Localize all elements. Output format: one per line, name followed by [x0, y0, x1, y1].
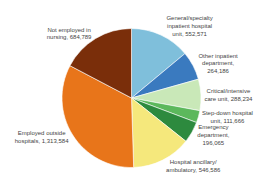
svg-text:Critical/intensivecare unit, 2: Critical/intensivecare unit, 288,234: [204, 88, 253, 102]
svg-text:Employed outsidehospitals, 1,3: Employed outsidehospitals, 1,313,584: [15, 130, 69, 144]
svg-text:Emergencydepartment,196,065: Emergencydepartment,196,065: [197, 124, 229, 146]
svg-text:Other inpatientdepartment,264,: Other inpatientdepartment,264,186: [198, 53, 238, 75]
svg-text:General/specialtyinpatient hos: General/specialtyinpatient hospitalunit,…: [166, 15, 212, 37]
svg-text:Hospital ancillary/ambulatory,: Hospital ancillary/ambulatory, 546,586: [166, 159, 221, 173]
svg-text:Step-down hospitalunit, 111,66: Step-down hospitalunit, 111,666: [202, 110, 253, 124]
svg-text:Not employed innursing, 684,78: Not employed innursing, 684,789: [47, 27, 92, 41]
